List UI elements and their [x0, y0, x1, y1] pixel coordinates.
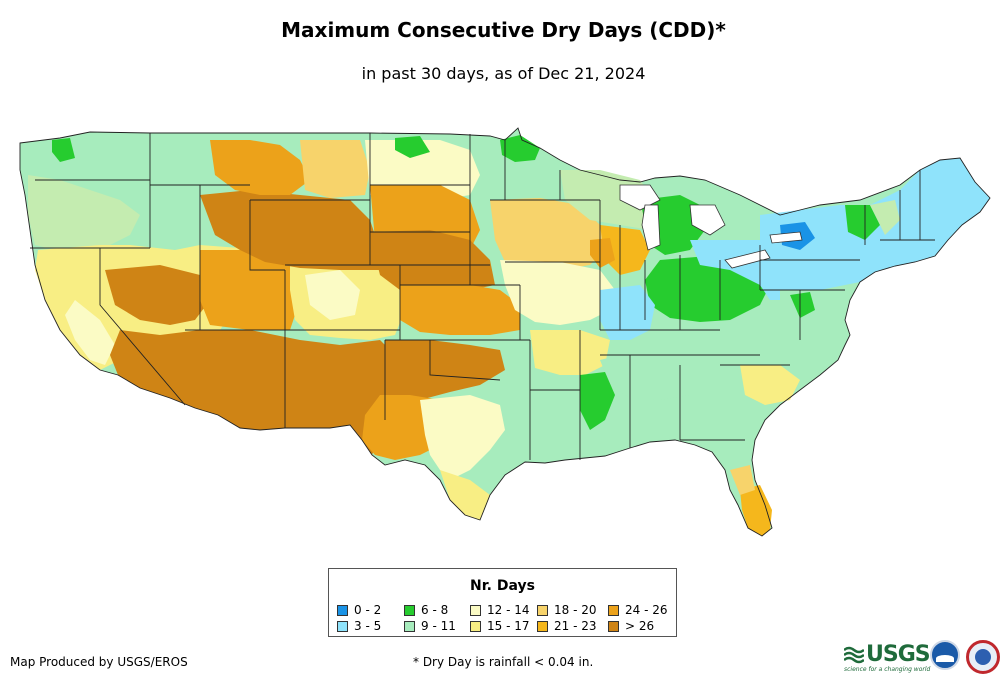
- dry-day-note: * Dry Day is rainfall < 0.04 in.: [413, 655, 594, 669]
- usgs-logo: USGS: [866, 642, 931, 667]
- legend-item: 12 - 14: [470, 603, 530, 617]
- legend-item: 6 - 8: [404, 603, 448, 617]
- legend-swatch: [337, 605, 348, 616]
- legend-swatch: [404, 605, 415, 616]
- legend-label: 21 - 23: [554, 619, 597, 633]
- noaa-logo-icon: [930, 640, 960, 670]
- legend-title: Nr. Days: [470, 578, 535, 594]
- legend-item: 3 - 5: [337, 619, 381, 633]
- legend-swatch: [404, 621, 415, 632]
- legend-label: 12 - 14: [487, 603, 530, 617]
- legend-label: 18 - 20: [554, 603, 597, 617]
- legend-item: 9 - 11: [404, 619, 456, 633]
- map-title: Maximum Consecutive Dry Days (CDD)*: [281, 18, 726, 42]
- legend-swatch: [470, 605, 481, 616]
- legend-swatch: [337, 621, 348, 632]
- legend-item: > 26: [608, 619, 654, 633]
- usgs-wave-icon: [844, 646, 864, 664]
- legend-item: 21 - 23: [537, 619, 597, 633]
- usgs-tagline: science for a changing world: [844, 666, 931, 673]
- legend-item: 0 - 2: [337, 603, 381, 617]
- legend-item: 24 - 26: [608, 603, 668, 617]
- legend-swatch: [608, 621, 619, 632]
- legend: Nr. Days 0 - 2 3 - 5 6 - 8 9 - 11 12 - 14 15 …: [328, 568, 677, 637]
- state-boundaries: [19, 127, 991, 537]
- producer-credit: Map Produced by USGS/EROS: [10, 655, 188, 669]
- nws-logo-icon: [966, 640, 1000, 674]
- legend-swatch: [470, 621, 481, 632]
- legend-item: 18 - 20: [537, 603, 597, 617]
- legend-label: 3 - 5: [354, 619, 382, 633]
- legend-swatch: [537, 621, 548, 632]
- map-subtitle: in past 30 days, as of Dec 21, 2024: [361, 64, 646, 83]
- legend-label: 24 - 26: [625, 603, 668, 617]
- legend-label: 0 - 2: [354, 603, 382, 617]
- legend-swatch: [537, 605, 548, 616]
- legend-swatch: [608, 605, 619, 616]
- legend-label: 6 - 8: [421, 603, 449, 617]
- legend-label: 9 - 11: [421, 619, 456, 633]
- legend-item: 15 - 17: [470, 619, 530, 633]
- legend-label: > 26: [625, 619, 655, 633]
- agency-logos: USGS science for a changing world: [842, 640, 1002, 676]
- legend-label: 15 - 17: [487, 619, 530, 633]
